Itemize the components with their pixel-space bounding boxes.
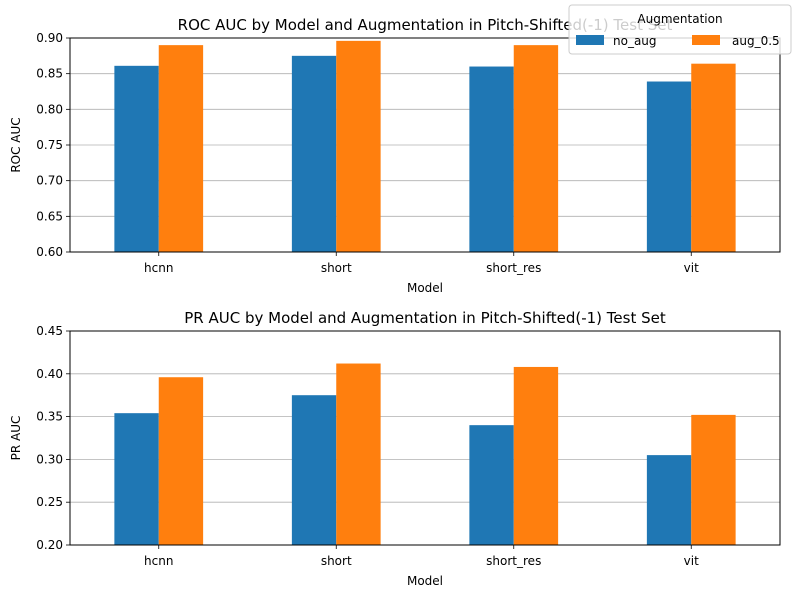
y-tick-label: 0.30 bbox=[36, 452, 63, 466]
x-tick-label-short: short bbox=[321, 554, 352, 568]
roc-auc-chart: ROC AUC by Model and Augmentation in Pit… bbox=[9, 16, 781, 295]
bar-no-aug-vit bbox=[646, 455, 692, 545]
x-tick-label-vit: vit bbox=[684, 261, 699, 275]
chart-title: ROC AUC by Model and Augmentation in Pit… bbox=[178, 16, 673, 34]
y-tick-label: 0.20 bbox=[36, 538, 63, 552]
x-axis-label: Model bbox=[407, 574, 443, 588]
y-tick-label: 0.80 bbox=[36, 102, 63, 116]
bar-no-aug-short bbox=[291, 55, 337, 253]
plot-frame bbox=[69, 37, 781, 253]
bar-no-aug-short-res bbox=[469, 425, 514, 545]
bar-aug-0-5-hcnn bbox=[158, 45, 204, 253]
legend-title: Augmentation bbox=[637, 12, 722, 26]
y-tick-label: 0.45 bbox=[36, 324, 63, 338]
bar-aug-0-5-vit bbox=[691, 414, 736, 545]
legend-swatch-no-aug bbox=[576, 35, 604, 45]
bar-no-aug-short bbox=[291, 395, 337, 545]
bar-no-aug-hcnn bbox=[114, 413, 159, 545]
x-tick-label-short-res: short_res bbox=[486, 554, 541, 568]
legend-label-no-aug: no_aug bbox=[613, 34, 657, 48]
y-tick-label: 0.65 bbox=[36, 209, 63, 223]
x-tick-label-short: short bbox=[321, 261, 352, 275]
legend-frame bbox=[568, 4, 792, 55]
bar-aug-0-5-short-res bbox=[513, 45, 559, 253]
y-tick-label: 0.40 bbox=[36, 367, 63, 381]
y-tick-label: 0.85 bbox=[36, 67, 63, 81]
bar-aug-0-5-vit bbox=[691, 63, 736, 253]
x-tick-label-vit: vit bbox=[684, 554, 699, 568]
legend: Augmentation no_aug aug_0.5 bbox=[568, 4, 792, 55]
x-axis-label: Model bbox=[407, 281, 443, 295]
bar-no-aug-vit bbox=[646, 81, 692, 252]
y-tick-label: 0.70 bbox=[36, 174, 63, 188]
legend-label-aug-0-5: aug_0.5 bbox=[732, 34, 780, 48]
bar-no-aug-hcnn bbox=[114, 65, 159, 252]
x-tick-label-hcnn: hcnn bbox=[144, 554, 173, 568]
legend-swatch-aug-0-5 bbox=[692, 35, 720, 45]
y-tick-label: 0.90 bbox=[36, 31, 63, 45]
x-tick-label-short-res: short_res bbox=[486, 261, 541, 275]
bar-aug-0-5-short-res bbox=[513, 366, 559, 545]
bar-aug-0-5-short bbox=[336, 40, 381, 252]
y-tick-label: 0.25 bbox=[36, 495, 63, 509]
y-axis-label: PR AUC bbox=[9, 416, 23, 461]
bar-no-aug-short-res bbox=[469, 66, 514, 253]
y-tick-label: 0.75 bbox=[36, 138, 63, 152]
x-tick-label-hcnn: hcnn bbox=[144, 261, 173, 275]
y-tick-label: 0.60 bbox=[36, 245, 63, 259]
plot-frame bbox=[69, 330, 781, 546]
chart-title: PR AUC by Model and Augmentation in Pitc… bbox=[184, 309, 666, 327]
y-axis-label: ROC AUC bbox=[9, 117, 23, 172]
bar-aug-0-5-hcnn bbox=[158, 377, 204, 545]
y-tick-label: 0.35 bbox=[36, 410, 63, 424]
bar-aug-0-5-short bbox=[336, 363, 381, 545]
pr-auc-chart: PR AUC by Model and Augmentation in Pitc… bbox=[9, 309, 781, 588]
